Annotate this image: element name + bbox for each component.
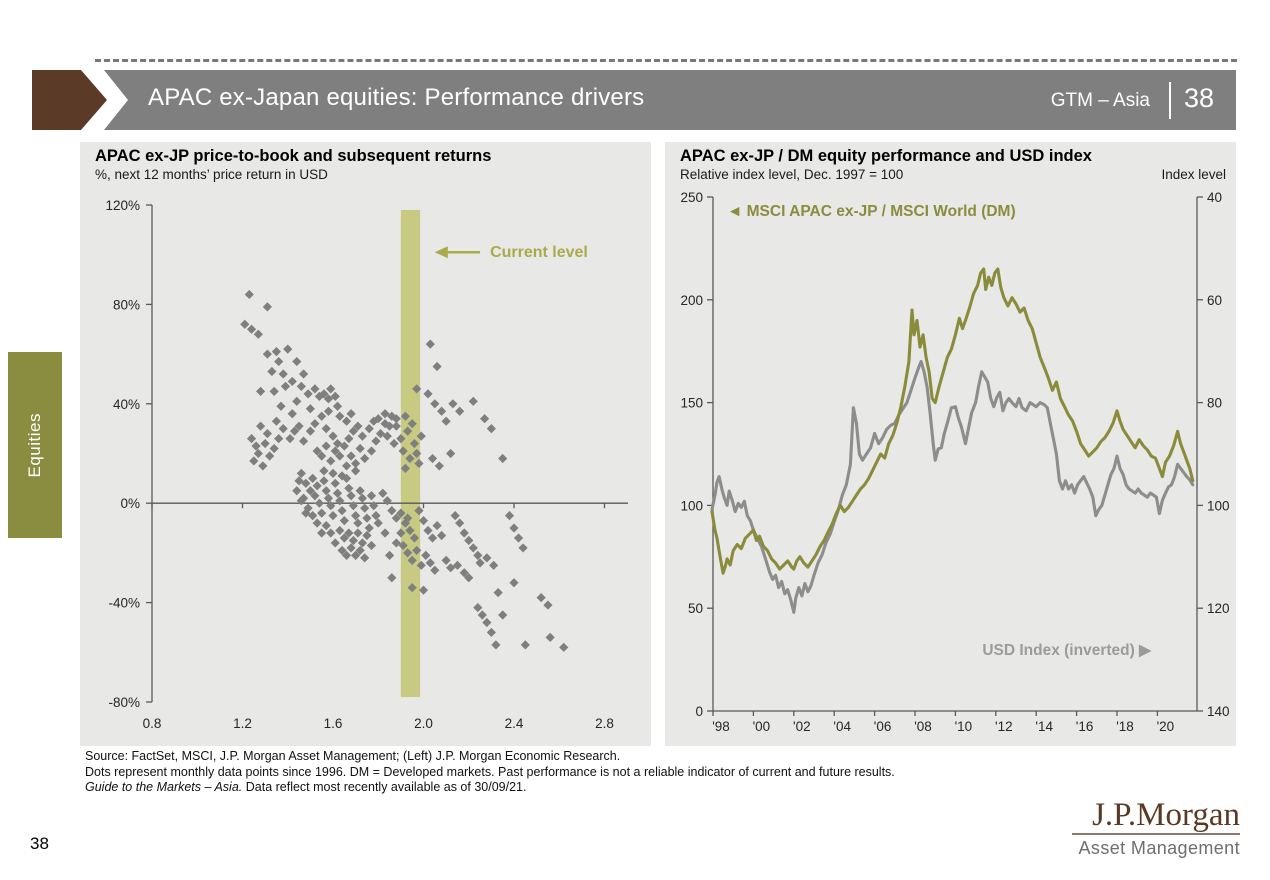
svg-text:◄ MSCI APAC ex-JP / MSCI World: ◄ MSCI APAC ex-JP / MSCI World (DM): [727, 203, 1016, 220]
svg-text:2.4: 2.4: [505, 716, 524, 731]
gtm-label: GTM – Asia: [1050, 90, 1150, 111]
right-chart-title: APAC ex-JP / DM equity performance and U…: [680, 147, 1092, 165]
svg-text:50: 50: [688, 601, 703, 616]
svg-text:1.2: 1.2: [233, 716, 252, 731]
svg-text:-80%: -80%: [108, 695, 140, 710]
svg-text:150: 150: [680, 396, 703, 411]
svg-text:40%: 40%: [113, 397, 140, 412]
footnotes: Source: FactSet, MSCI, J.P. Morgan Asset…: [85, 749, 895, 796]
svg-text:'14: '14: [1035, 719, 1053, 734]
svg-text:0%: 0%: [120, 496, 140, 511]
svg-text:100: 100: [680, 498, 703, 513]
svg-text:140: 140: [1207, 704, 1230, 719]
svg-text:40: 40: [1207, 190, 1222, 205]
svg-text:2.0: 2.0: [414, 716, 433, 731]
line-chart: 250 200 150 100 50 0 40 60 80 100 120 140 '98 '00 '02 '…: [680, 190, 1230, 734]
svg-text:250: 250: [680, 190, 703, 205]
svg-text:80%: 80%: [113, 297, 140, 312]
footnote-guide-rest: Data reflect most recently available as …: [242, 780, 527, 794]
jpmorgan-logo: J.P.Morgan Asset Management: [1072, 798, 1240, 859]
svg-text:'00: '00: [753, 719, 771, 734]
footnote-note: Dots represent monthly data points since…: [85, 764, 895, 779]
right-chart-subtitle-left: Relative index level, Dec. 1997 = 100: [680, 167, 904, 182]
svg-text:'12: '12: [995, 719, 1013, 734]
logo-division-text: Asset Management: [1078, 838, 1240, 858]
svg-text:'08: '08: [914, 719, 932, 734]
sidebar-tab-label: Equities: [25, 412, 44, 478]
svg-text:'98: '98: [712, 719, 730, 734]
right-chart-panel: 250 200 150 100 50 0 40 60 80 100 120 140 '98 '00 '02 '…: [665, 142, 1236, 746]
left-chart-subtitle: %, next 12 months’ price return in USD: [95, 167, 328, 182]
svg-text:'16: '16: [1076, 719, 1094, 734]
header-band: [104, 70, 1236, 130]
svg-text:60: 60: [1207, 293, 1222, 308]
scatter-chart: 120% 80% 40% 0% -40% -80%0.8 1.2 1.6 2.0 2.4 2.8 Cu…: [105, 198, 628, 731]
header-arrow-icon: [32, 70, 107, 130]
svg-text:0.8: 0.8: [143, 716, 162, 731]
svg-text:120: 120: [1207, 601, 1230, 616]
svg-text:'18: '18: [1116, 719, 1134, 734]
svg-text:80: 80: [1207, 396, 1222, 411]
svg-text:'20: '20: [1157, 719, 1175, 734]
right-chart-subtitle-right: Index level: [1161, 167, 1226, 182]
svg-text:2.8: 2.8: [595, 716, 614, 731]
svg-text:200: 200: [680, 293, 703, 308]
footnote-guide-italic: Guide to the Markets – Asia.: [85, 780, 243, 794]
page-number: 38: [30, 834, 49, 853]
svg-text:120%: 120%: [105, 198, 140, 213]
header-page-number: 38: [1184, 83, 1215, 113]
sidebar-tab-equities[interactable]: Equities: [8, 352, 62, 538]
svg-text:USD Index (inverted) ▶: USD Index (inverted) ▶: [982, 642, 1152, 659]
header-divider: [1169, 82, 1171, 119]
logo-brand-text: J.P.Morgan: [1072, 798, 1240, 835]
footnote-guide: Guide to the Markets – Asia. Data reflec…: [85, 780, 895, 796]
svg-text:0: 0: [695, 704, 703, 719]
svg-text:Current level: Current level: [490, 244, 588, 261]
footnote-source: Source: FactSet, MSCI, J.P. Morgan Asset…: [85, 749, 621, 763]
svg-text:100: 100: [1207, 498, 1230, 513]
left-chart-title: APAC ex-JP price-to-book and subsequent …: [95, 147, 492, 165]
left-chart-panel: 120% 80% 40% 0% -40% -80% 0.8 1.2 1.6 2.0 2.4 2.8 Cu…: [80, 142, 651, 746]
svg-text:'10: '10: [955, 719, 973, 734]
top-dashed-divider: [95, 59, 1237, 62]
svg-text:'04: '04: [833, 719, 851, 734]
svg-text:'06: '06: [874, 719, 892, 734]
slide-title: APAC ex-Japan equities: Performance driv…: [148, 84, 645, 111]
svg-text:-40%: -40%: [108, 596, 140, 611]
svg-text:1.6: 1.6: [324, 716, 343, 731]
svg-text:'02: '02: [793, 719, 811, 734]
